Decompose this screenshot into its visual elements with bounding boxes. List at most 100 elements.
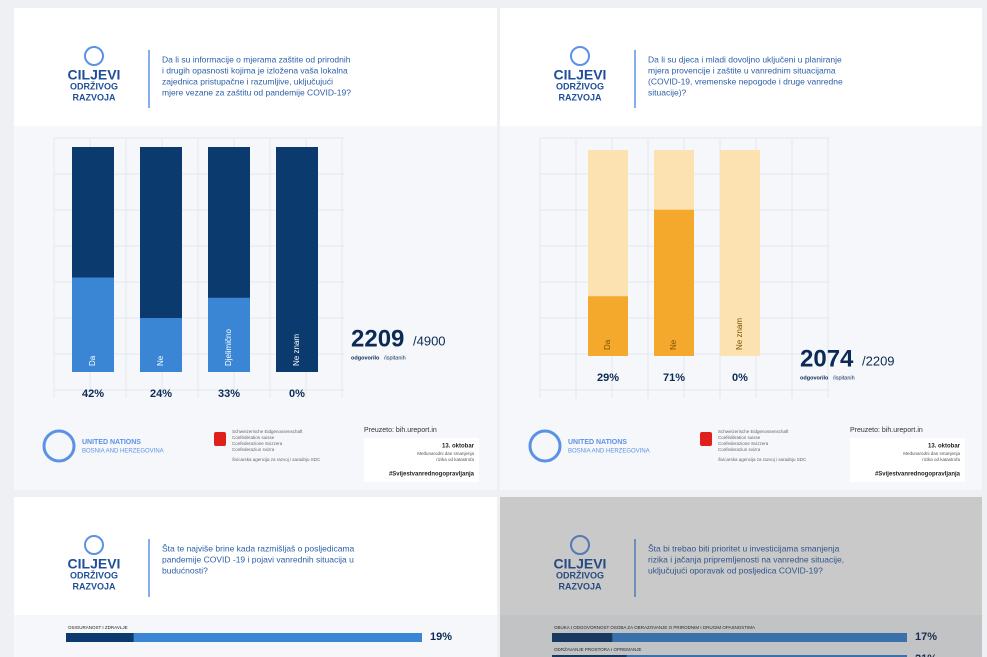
logo-text: ODRŽIVOG: [70, 80, 118, 91]
bar-category: Ne znam: [735, 318, 744, 350]
question: zajednica pristupačne i razumljive, uklj…: [162, 76, 333, 86]
question: Šta bi trebao biti prioritet u investici…: [648, 543, 840, 553]
logo-text: ODRŽIVOG: [556, 569, 604, 580]
un-emblem: [570, 535, 590, 555]
question: pandemije COVID -19 i pojavi vanrednih s…: [162, 554, 354, 564]
question: uključujući oporavak od posljedica COVID…: [648, 565, 823, 575]
bar: [208, 297, 250, 372]
logo-text: RAZVOJA: [558, 581, 602, 591]
logo-text: RAZVOJA: [72, 581, 116, 591]
bar: [72, 277, 114, 372]
dim-overlay: [500, 497, 982, 657]
total-caption: /ispitanih: [384, 355, 406, 361]
question: i drugih opasnosti kojima je izložena va…: [162, 65, 348, 75]
question: rizika i jačanja pripremljenosti na vanr…: [648, 554, 844, 564]
total: /2209: [862, 353, 895, 368]
logo-text: ODRŽIVOG: [556, 80, 604, 91]
value-label: 24%: [150, 388, 172, 400]
logo-text: CILJEVI: [554, 556, 607, 572]
source: Preuzeto: bih.ureport.in: [364, 427, 437, 434]
value-label: 29%: [597, 372, 619, 384]
bar-track: [66, 633, 422, 642]
swiss-agency: Švicarska agencija za razvoj i saradnju …: [718, 456, 807, 462]
respondents-caption: odgovorilo: [351, 355, 380, 361]
value-label: 19%: [430, 631, 452, 643]
swiss-text: Schweizerische Eidgenossenschaft: [718, 429, 789, 434]
value-label: 0%: [732, 372, 748, 384]
card-header: [500, 8, 982, 126]
question: Šta te najviše brine kada razmišljaš o p…: [162, 543, 355, 553]
swiss-text: Confederazione Svizzera: [232, 441, 283, 446]
bar-category: Da: [88, 355, 97, 366]
value-label: 33%: [218, 388, 240, 400]
date-box: [850, 438, 965, 482]
total-caption: /ispitanih: [833, 375, 855, 381]
bar-category: Ne: [156, 355, 165, 366]
swiss-text: Confederazione Svizzera: [718, 441, 769, 446]
card-header: [500, 497, 982, 615]
un-name: UNITED NATIONS: [568, 439, 627, 446]
hashtag: #Svijestvanrednogopravljanja: [875, 472, 961, 478]
logo-text: RAZVOJA: [72, 92, 116, 102]
question: situacije)?: [648, 87, 687, 97]
swiss-flag: [214, 432, 226, 446]
value-label: 42%: [82, 388, 104, 400]
un-emblem: [84, 535, 104, 555]
question: Da li su informacije o mjerama zaštite o…: [162, 54, 351, 64]
bar-category: Ne znam: [292, 334, 301, 366]
hashtag: #Svijestvanrednogopravljanja: [389, 472, 475, 478]
total: /4900: [413, 333, 446, 348]
date-caption: rizika od katastrofa: [436, 457, 474, 462]
un-logo: [42, 429, 76, 463]
logo-text: RAZVOJA: [558, 92, 602, 102]
swiss-text: Confederaziun svizra: [232, 447, 275, 452]
logo-text: CILJEVI: [68, 67, 121, 83]
question: mjera provencije i zaštite u vanrednim s…: [648, 65, 836, 75]
swiss-flag: [700, 432, 712, 446]
logo-text: CILJEVI: [68, 556, 121, 572]
bar: [588, 296, 628, 356]
bar-category: Djelimično: [224, 329, 233, 366]
source: Preuzeto: bih.ureport.in: [850, 427, 923, 434]
bar: [654, 209, 694, 356]
bar: [552, 655, 627, 657]
date-caption: Međunarodni dan smanjenja: [903, 451, 960, 456]
bar-track: [276, 147, 318, 372]
swiss-agency: Švicarska agencija za razvoj i saradnju …: [232, 456, 321, 462]
bar-track: [552, 633, 907, 642]
un-emblem: [84, 46, 104, 66]
bar-category: Ne: [669, 339, 678, 350]
swiss-text: Schweizerische Eidgenossenschaft: [232, 429, 303, 434]
bar: [140, 318, 182, 372]
un-name: UNITED NATIONS: [82, 439, 141, 446]
value-label: 21%: [915, 653, 937, 657]
swiss-text: Confederaziun svizra: [718, 447, 761, 452]
un-logo: [528, 429, 562, 463]
date-caption: rizika od katastrofa: [922, 457, 960, 462]
swiss-text: Confédération suisse: [232, 435, 275, 440]
question: (COVID-19, vremenske nepogode i druge va…: [648, 76, 843, 86]
bar-track: [552, 655, 907, 657]
un-emblem: [570, 46, 590, 66]
question: Da li su djeca i mladi dovoljno uključen…: [648, 54, 842, 64]
value-label: 71%: [663, 372, 685, 384]
bar-track: [720, 150, 760, 356]
logo-text: ODRŽIVOG: [70, 569, 118, 580]
logo-text: CILJEVI: [554, 67, 607, 83]
date-box: [364, 438, 479, 482]
value-label: 17%: [915, 631, 937, 643]
bar: [552, 633, 613, 642]
row-label: ODRŽAVANJE PROSTORA I OPREMANJE: [554, 645, 642, 652]
row-label: OSIGURANOST I ZDRAVLJE: [68, 625, 128, 630]
bar-category: Da: [603, 339, 612, 350]
date: 13. oktobar: [928, 444, 961, 450]
un-country: BOSNIA AND HERZEGOVINA: [82, 449, 164, 455]
date: 13. oktobar: [442, 444, 475, 450]
swiss-text: Confédération suisse: [718, 435, 761, 440]
respondents: 2209: [351, 325, 404, 352]
